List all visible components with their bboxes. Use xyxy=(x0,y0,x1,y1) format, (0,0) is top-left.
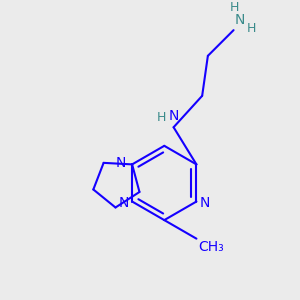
Text: N: N xyxy=(168,109,179,123)
Text: H: H xyxy=(157,111,167,124)
Text: N: N xyxy=(200,196,210,210)
Text: H: H xyxy=(230,2,239,14)
Text: N: N xyxy=(116,156,126,170)
Text: CH₃: CH₃ xyxy=(198,240,224,254)
Text: H: H xyxy=(246,22,256,35)
Text: N: N xyxy=(235,13,245,27)
Text: N: N xyxy=(118,196,129,210)
